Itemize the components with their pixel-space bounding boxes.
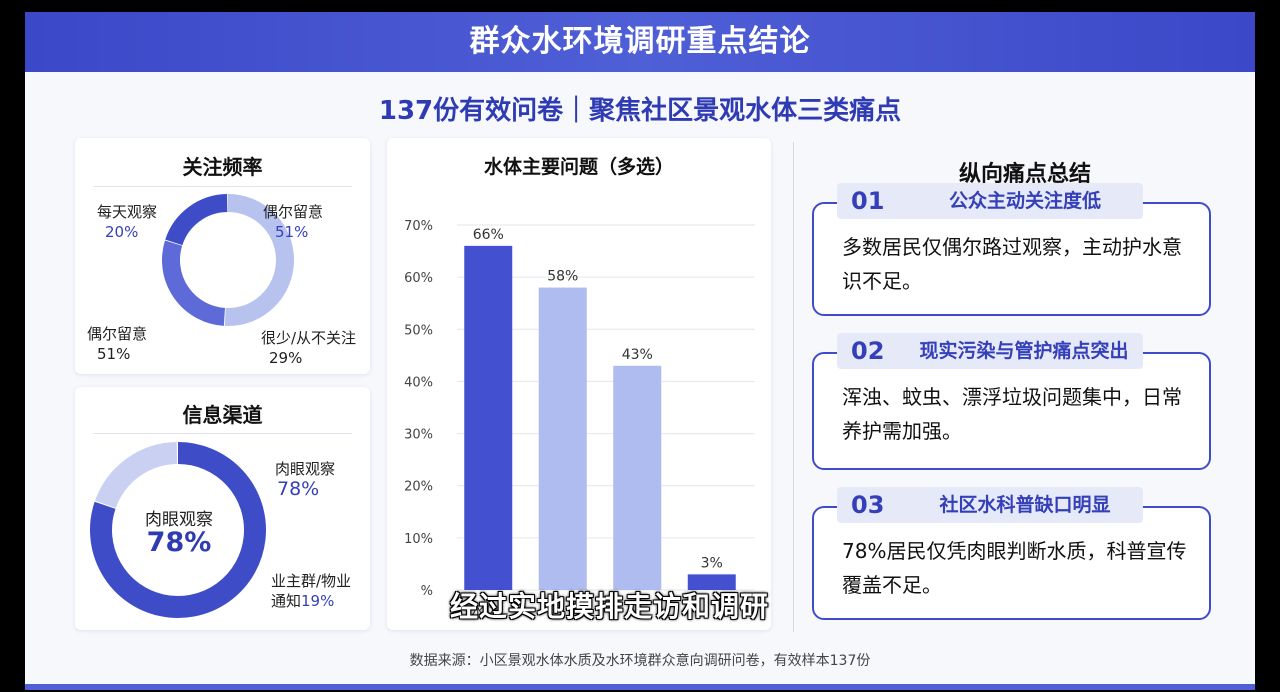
channel-slice-1 xyxy=(95,442,178,509)
y-tick-label: 50% xyxy=(404,323,433,338)
channel-slice-0 xyxy=(90,442,266,618)
attention-slice-0 xyxy=(165,194,228,246)
slide: 群众水环境调研重点结论 137份有效问卷｜聚焦社区景观水体三类痛点 关注频率 每… xyxy=(25,12,1255,690)
label-eye: 肉眼观察 78% xyxy=(275,459,335,500)
y-tick-label: 10% xyxy=(404,532,433,547)
y-tick-label: 30% xyxy=(404,428,433,443)
attention-donut xyxy=(162,194,294,326)
label-group-name-2: 通知 xyxy=(271,592,302,610)
pain-head-text-2: 现实污染与管护痛点突出 xyxy=(919,340,1129,362)
video-caption: 经过实地摸排走访和调研 xyxy=(450,590,770,623)
label-daily-name: 每天观察 xyxy=(97,203,158,221)
pain-head-2: 02 现实污染与管护痛点突出 xyxy=(837,333,1143,369)
label-occasional-name: 偶尔留意 xyxy=(263,203,324,221)
label-rarely-name: 很少/从不关注 xyxy=(261,329,357,347)
vertical-divider xyxy=(793,142,794,632)
x-category-label: 水体 xyxy=(470,602,500,620)
label-occasional-2-pct: 51% xyxy=(97,345,131,363)
label-eye-pct: 78% xyxy=(277,478,320,500)
pain-body-3: 78%居民仅凭肉眼判断水质，科普宣传覆盖不足。 xyxy=(842,539,1187,597)
label-occasional-2-name: 偶尔留意 xyxy=(87,325,148,343)
label-rarely-pct: 29% xyxy=(269,349,303,367)
pain-num-2: 02 xyxy=(851,337,885,365)
bar-3 xyxy=(687,574,736,590)
attention-slice-2 xyxy=(162,240,226,326)
bar-value-label: 43% xyxy=(622,347,653,363)
pain-box-1: 多数居民仅偶尔路过观察，主动护水意识不足。 xyxy=(812,202,1211,316)
pain-num-3: 03 xyxy=(851,491,885,519)
label-occasional-2: 偶尔留意 51% xyxy=(87,324,147,364)
bar-1 xyxy=(538,287,587,590)
label-group: 业主群/物业 通知19% xyxy=(271,571,351,611)
y-tick-label: 70% xyxy=(404,219,433,234)
label-occasional-pct: 51% xyxy=(275,223,309,241)
label-group-name: 业主群/物业 xyxy=(271,572,352,590)
label-rarely: 很少/从不关注 29% xyxy=(261,328,356,368)
y-tick-label: 20% xyxy=(404,480,433,495)
bar-2 xyxy=(613,365,662,590)
bar-0 xyxy=(464,245,513,590)
pain-title: 纵向痛点总结 xyxy=(958,162,1091,187)
channel-donut xyxy=(90,442,266,618)
channel-center-pct: 78% xyxy=(146,527,212,558)
problems-card: 水体主要问题（多选） % 10% 20% 30% 40% 50% 60% 70% 66% 水体 58… xyxy=(387,138,771,630)
channel-card: 信息渠道 肉眼观察 78% 肉眼观察 78% 业主群/物业 通知19% xyxy=(75,387,370,630)
bottom-accent-bar xyxy=(25,684,1255,690)
label-group-pct: 19% xyxy=(301,592,335,610)
problems-bar-chart: % 10% 20% 30% 40% 50% 60% 70% 66% 水体 58% 43% 3% xyxy=(404,219,755,620)
label-daily: 每天观察 20% xyxy=(97,202,157,242)
attention-title: 关注频率 xyxy=(182,155,263,179)
channel-title: 信息渠道 xyxy=(182,403,263,427)
pain-head-text-3: 社区水科普缺口明显 xyxy=(939,494,1111,516)
data-source-note: 数据来源：小区景观水体水质及水环境群众意向调研问卷，有效样本137份 xyxy=(409,653,871,669)
label-daily-pct: 20% xyxy=(105,223,139,241)
chart-title: 水体主要问题（多选） xyxy=(483,156,674,178)
divider xyxy=(93,433,352,434)
page-title: 群众水环境调研重点结论 xyxy=(25,12,1255,72)
y-tick-label: 60% xyxy=(404,271,433,286)
pain-head-1: 01 公众主动关注度低 xyxy=(837,183,1143,219)
label-eye-name: 肉眼观察 xyxy=(275,460,336,478)
bar-value-label: 3% xyxy=(701,555,723,571)
pain-head-text-1: 公众主动关注度低 xyxy=(948,190,1101,212)
attention-card: 关注频率 每天观察 20% 偶尔留意 51% 偶尔留意 51% 很少/从不关注 … xyxy=(75,138,370,374)
label-occasional: 偶尔留意 51% xyxy=(263,202,323,242)
bar-value-label: 66% xyxy=(473,227,504,243)
pain-body-1: 多数居民仅偶尔路过观察，主动护水意识不足。 xyxy=(842,235,1182,293)
y-tick-label: 40% xyxy=(404,375,433,390)
pain-head-3: 03 社区水科普缺口明显 xyxy=(837,487,1143,523)
page-subtitle: 137份有效问卷｜聚焦社区景观水体三类痛点 xyxy=(378,96,902,126)
attention-slice-1 xyxy=(224,194,294,326)
divider xyxy=(93,186,352,187)
channel-center-name: 肉眼观察 xyxy=(145,510,213,530)
y-tick-label: % xyxy=(421,584,433,599)
pain-box-3: 78%居民仅凭肉眼判断水质，科普宣传覆盖不足。 xyxy=(812,506,1211,620)
pain-body-2: 浑浊、蚊虫、漂浮垃圾问题集中，日常养护需加强。 xyxy=(842,385,1182,443)
bar-value-label: 58% xyxy=(547,269,578,285)
pain-box-2: 浑浊、蚊虫、漂浮垃圾问题集中，日常养护需加强。 xyxy=(812,352,1211,470)
pain-num-1: 01 xyxy=(851,187,885,215)
